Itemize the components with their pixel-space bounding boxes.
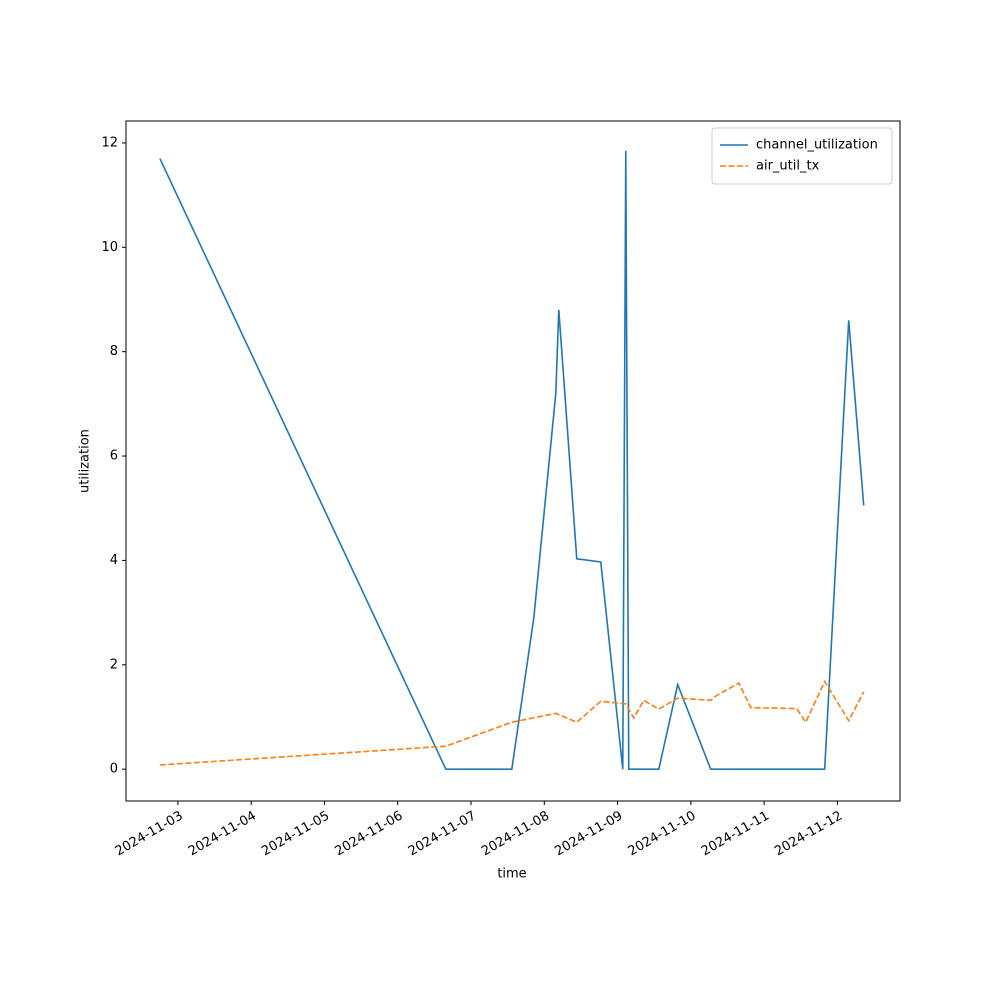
y-axis-label: utilization <box>78 429 93 493</box>
y-tick-label: 10 <box>101 240 118 255</box>
y-tick-label: 2 <box>110 657 118 672</box>
legend-label: air_util_tx <box>756 159 820 174</box>
legend: channel_utilization air_util_tx <box>711 127 893 185</box>
y-tick-label: 12 <box>101 135 118 150</box>
y-tick-label: 0 <box>110 762 118 777</box>
x-axis-label: time <box>497 867 526 882</box>
line-series <box>159 150 865 770</box>
legend-box <box>711 127 893 185</box>
plot-frame <box>125 120 901 802</box>
line-series <box>159 679 865 766</box>
y-tick-label: 4 <box>110 553 118 568</box>
y-tick-label: 6 <box>110 449 118 464</box>
y-tick-label: 8 <box>110 344 118 359</box>
legend-label: channel_utilization <box>756 138 878 153</box>
